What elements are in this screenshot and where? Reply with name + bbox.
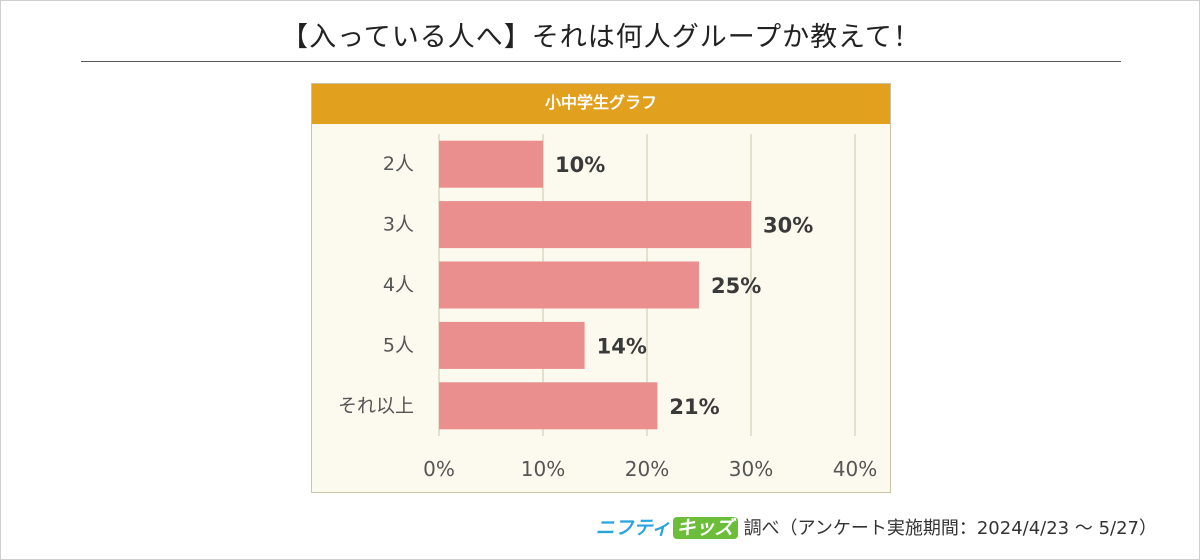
data-label: 25% [711,274,761,298]
source-footer: ニフティ キッズ 調べ（アンケート実施期間：2024/4/23 ～ 5/27） [596,513,1157,540]
x-tick-label: 20% [625,457,669,481]
brand-logo-part2: キッズ [672,517,738,539]
page-title: 【入っている人へ】それは何人グループか教えて！ [281,22,921,53]
x-tick-label: 0% [423,457,455,481]
category-label: 3人 [383,214,414,236]
category-label: 2人 [383,153,414,175]
bar [439,321,585,369]
category-label: 4人 [383,274,414,296]
brand-logo: ニフティ キッズ [596,513,738,540]
brand-logo-part1: ニフティ [595,517,671,539]
bar [439,261,699,309]
category-label: それ以上 [338,395,414,417]
source-note: 調べ（アンケート実施期間：2024/4/23 ～ 5/27） [743,518,1157,539]
bar [439,201,751,249]
title-divider [81,61,1121,62]
chart-panel: 小中学生グラフ 0% 10% 20% 30% 40% 2人 10% 3人 30% 4人 25% 5人 1… [311,83,891,493]
data-label: 30% [763,214,813,238]
data-label: 10% [555,153,605,177]
bar-chart: 0% 10% 20% 30% 40% 2人 10% 3人 30% 4人 25% 5人 14% それ以上 21… [338,134,877,481]
bar [439,382,658,430]
data-label: 14% [597,334,647,358]
chart-title: 小中学生グラフ [312,84,890,124]
x-tick-label: 40% [833,457,877,481]
x-tick-label: 10% [521,457,565,481]
x-tick-label: 30% [729,457,773,481]
category-label: 5人 [383,334,414,356]
data-label: 21% [669,395,719,419]
bar [439,140,543,188]
